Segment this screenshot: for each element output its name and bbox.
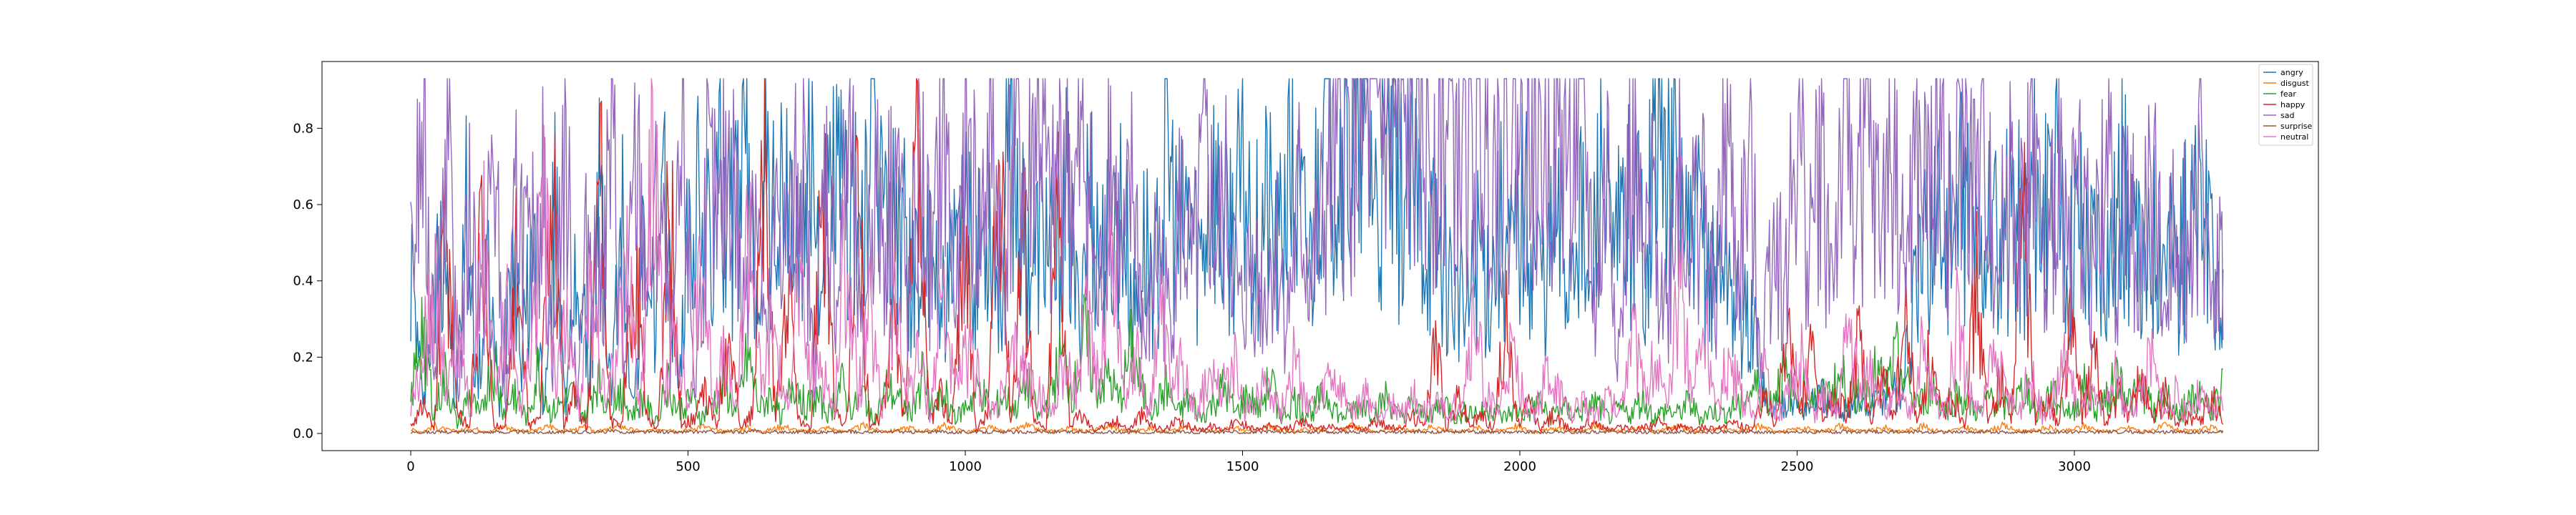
series-layer: [410, 78, 2224, 434]
legend-label-surprise: surprise: [2280, 122, 2313, 131]
y-tick-label: 0.6: [293, 197, 313, 212]
x-tick-label: 0: [406, 459, 414, 474]
legend-box: [2258, 64, 2313, 146]
y-tick-label: 0.0: [293, 426, 313, 441]
y-axis: 0.0 0.2 0.4 0.6 0.8: [293, 121, 322, 441]
legend-label-happy: happy: [2280, 100, 2306, 109]
series-line-surprise: [410, 428, 2224, 434]
series-line-happy: [410, 78, 2224, 432]
legend-label-neutral: neutral: [2280, 132, 2308, 142]
legend-label-disgust: disgust: [2280, 79, 2309, 88]
y-tick-label: 0.4: [293, 274, 313, 289]
y-tick-label: 0.8: [293, 121, 313, 136]
series-line-sad: [410, 78, 2224, 412]
x-tick-label: 2500: [1781, 459, 1814, 474]
legend-label-fear: fear: [2280, 89, 2296, 99]
legend-label-angry: angry: [2280, 68, 2303, 77]
legend-label-sad: sad: [2280, 111, 2294, 120]
x-tick-label: 3000: [2058, 459, 2091, 474]
series-line-neutral: [410, 78, 2224, 426]
series-line-angry: [410, 78, 2224, 422]
x-tick-label: 500: [675, 459, 700, 474]
x-axis: 0 500 1000 1500 2000 2500 3000: [406, 451, 2091, 474]
x-tick-label: 2000: [1503, 459, 1536, 474]
x-tick-label: 1500: [1226, 459, 1259, 474]
x-tick-label: 1000: [949, 459, 982, 474]
series-line-disgust: [410, 421, 2224, 434]
y-tick-label: 0.2: [293, 350, 313, 365]
